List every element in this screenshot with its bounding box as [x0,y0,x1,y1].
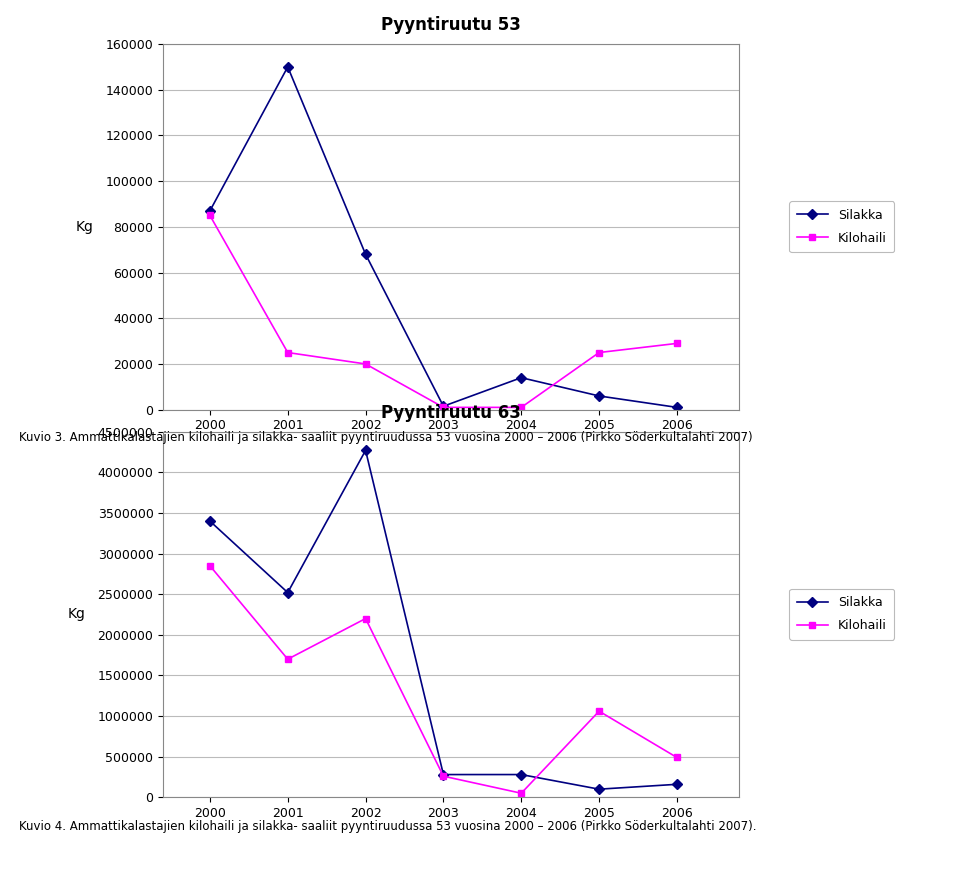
Silakka [516,769,527,780]
Y-axis label: Kg: Kg [76,220,94,233]
Kilohaili [438,771,449,781]
Silakka [282,588,294,598]
Line: Kilohaili: Kilohaili [206,562,681,796]
Kilohaili [671,752,683,763]
Silakka [438,401,449,411]
Y-axis label: Kg: Kg [68,608,85,621]
Line: Silakka: Silakka [206,447,681,793]
Kilohaili [593,347,605,358]
Kilohaili [282,654,294,664]
Silakka [593,390,605,401]
Kilohaili [360,359,372,369]
Legend: Silakka, Kilohaili: Silakka, Kilohaili [789,202,894,252]
Silakka [360,445,372,455]
Kilohaili [360,613,372,624]
Silakka [671,402,683,412]
Kilohaili [204,211,216,221]
Kilohaili [593,706,605,716]
Kilohaili [671,338,683,349]
Silakka [360,249,372,260]
Legend: Silakka, Kilohaili: Silakka, Kilohaili [789,589,894,640]
Text: Kuvio 3. Ammattikalastajien kilohaili ja silakka- saaliit pyyntiruudussa 53 vuos: Kuvio 3. Ammattikalastajien kilohaili ja… [19,432,753,444]
Kilohaili [438,402,449,412]
Silakka [204,205,216,216]
Silakka [438,769,449,780]
Silakka [593,784,605,795]
Silakka [671,779,683,789]
Kilohaili [516,402,527,412]
Kilohaili [282,347,294,358]
Title: Pyyntiruutu 63: Pyyntiruutu 63 [381,403,521,422]
Text: Kuvio 4. Ammattikalastajien kilohaili ja silakka- saaliit pyyntiruudussa 53 vuos: Kuvio 4. Ammattikalastajien kilohaili ja… [19,820,756,833]
Line: Silakka: Silakka [206,63,681,411]
Silakka [282,62,294,72]
Kilohaili [204,560,216,571]
Title: Pyyntiruutu 53: Pyyntiruutu 53 [381,16,521,34]
Line: Kilohaili: Kilohaili [206,212,681,411]
Silakka [516,373,527,383]
Silakka [204,515,216,526]
Kilohaili [516,788,527,798]
